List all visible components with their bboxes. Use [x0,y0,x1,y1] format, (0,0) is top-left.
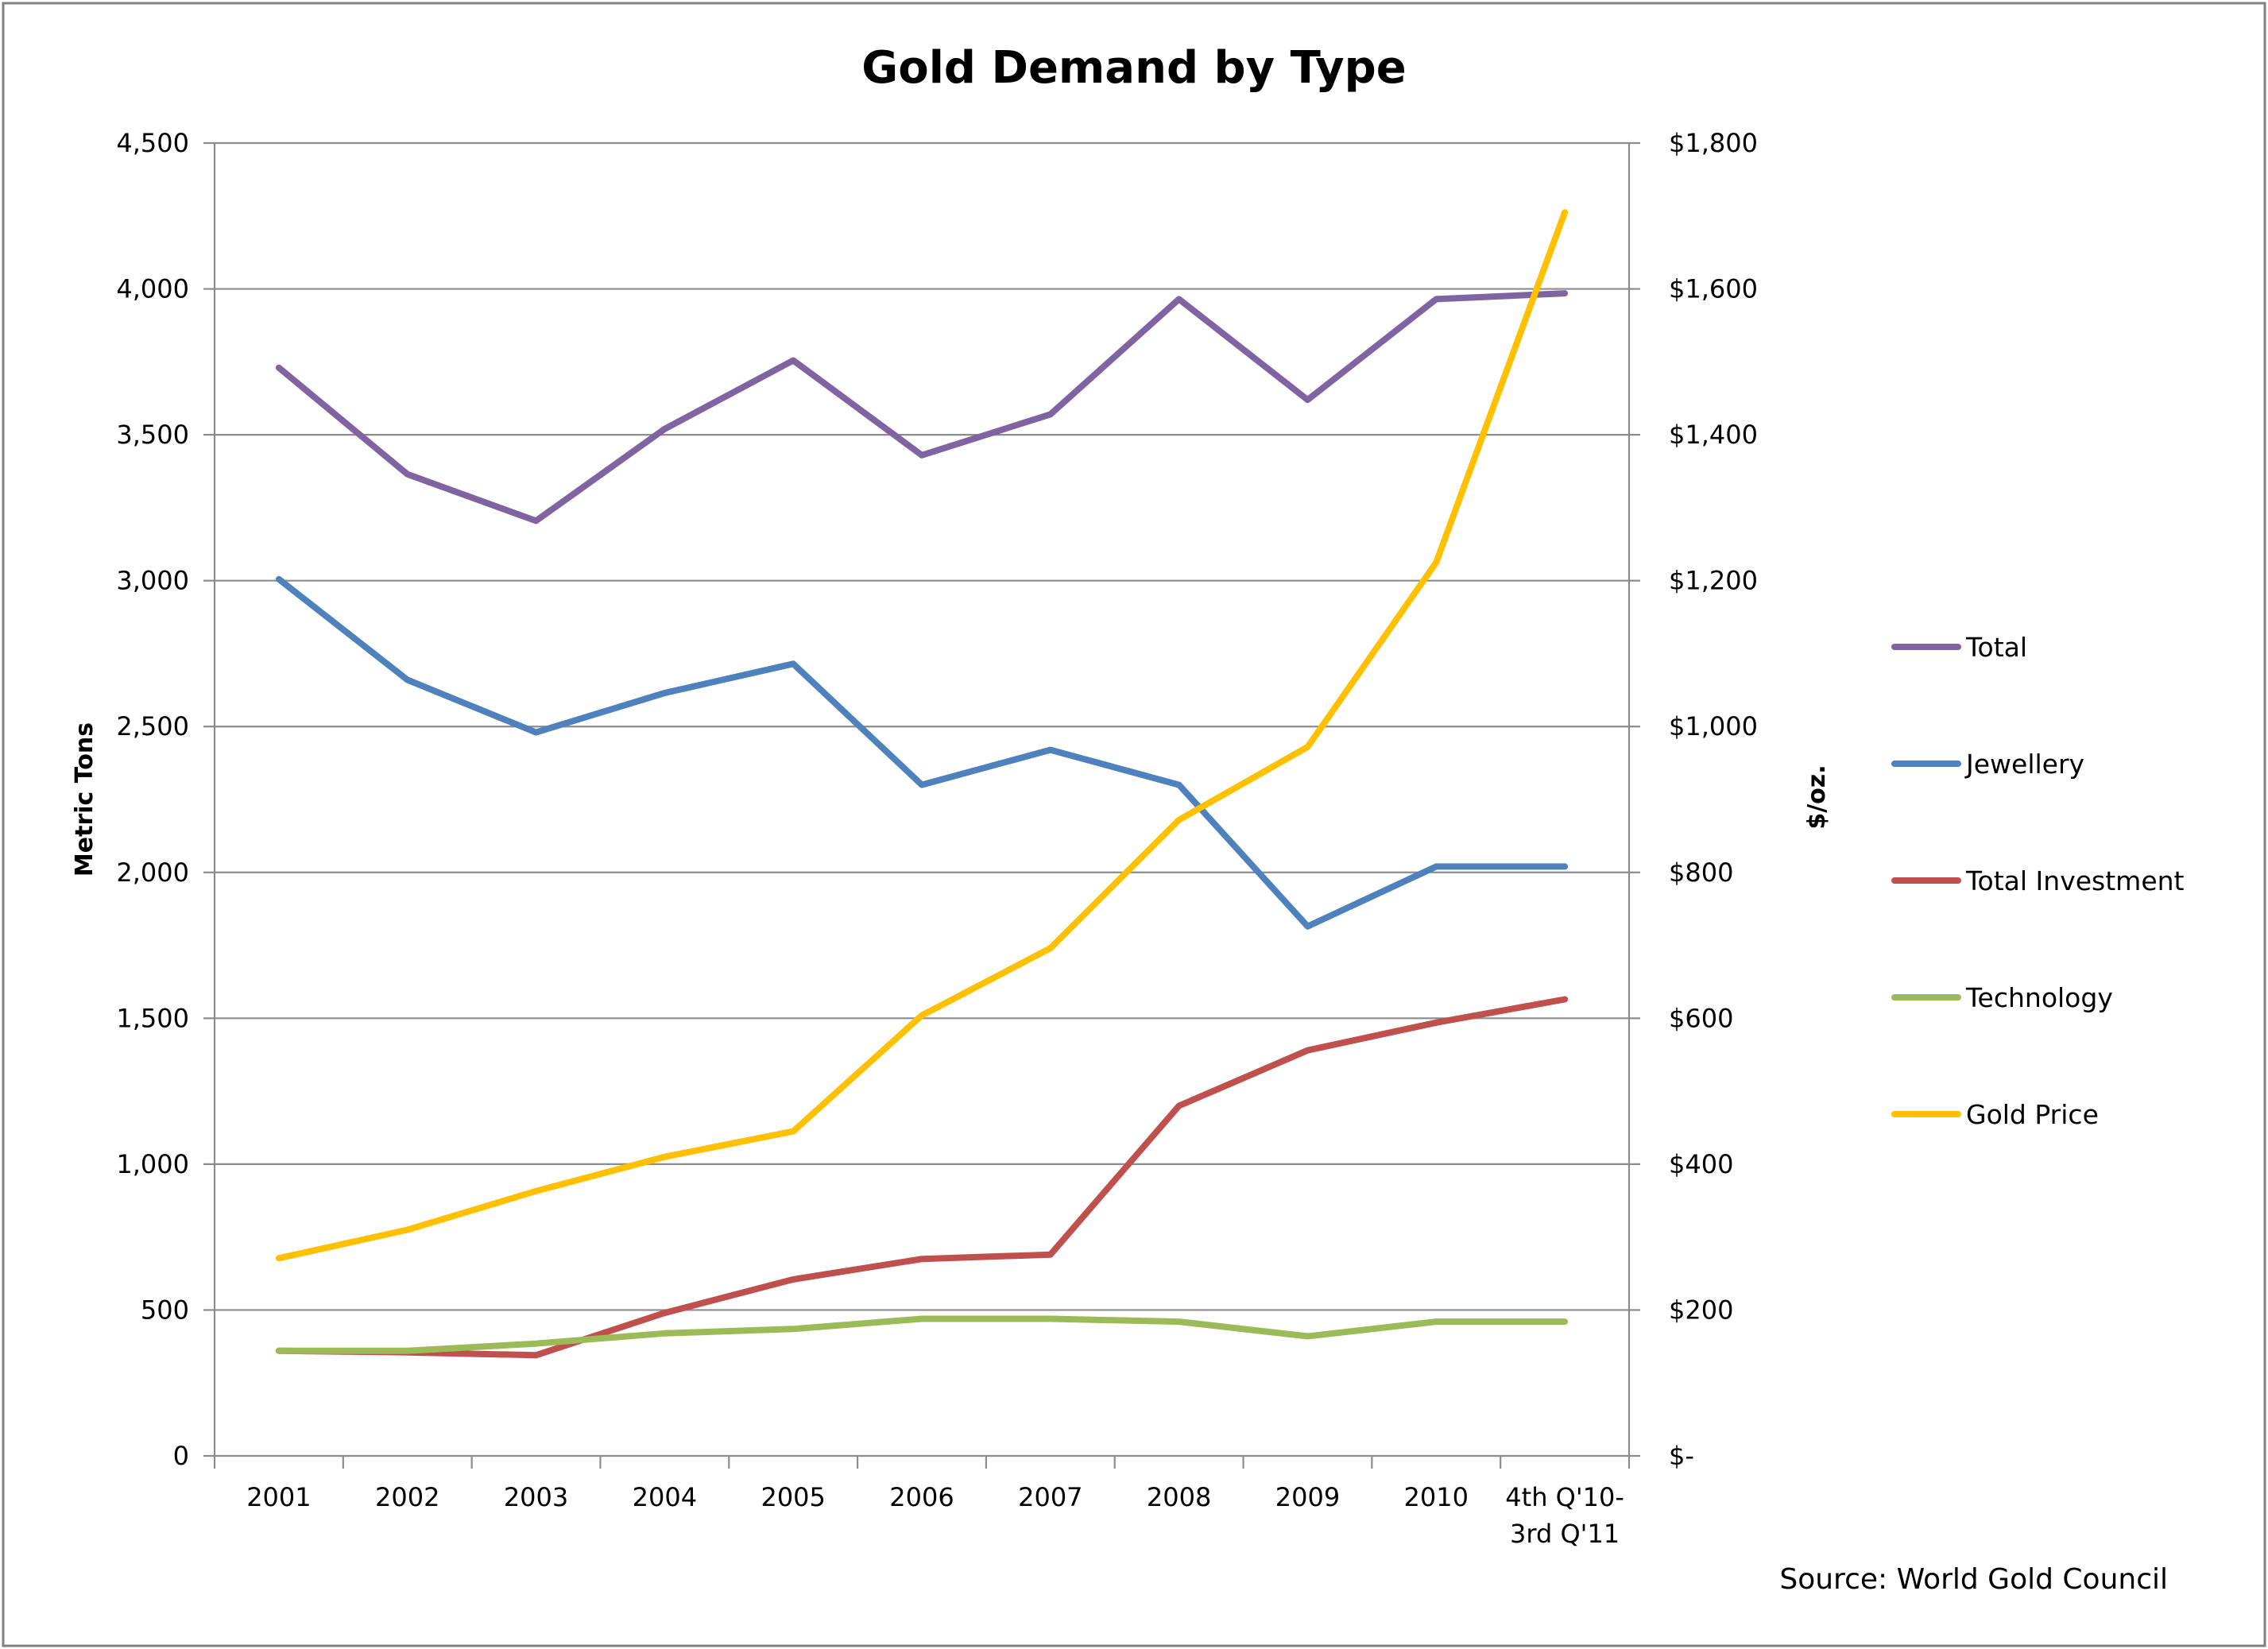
chart-title: Gold Demand by Type [861,42,1406,94]
series-line-total [275,290,1569,525]
y-right-tick-label: $1,400 [1669,420,1758,450]
y-left-tick-label: 3,500 [116,420,189,450]
x-tick-label: 2004 [633,1482,697,1512]
x-tick-label: 2006 [889,1482,954,1512]
gridlines [215,141,1629,1311]
y-left-tick-label: 3,000 [116,566,189,596]
y-right-tick-label: $1,600 [1669,274,1758,304]
legend-label-gold-price: Gold Price [1966,1099,2099,1130]
legend-label-total: Total [1965,632,2027,663]
y-right-tick-label: $- [1669,1441,1694,1471]
y-left-tick-label: 1,500 [116,1003,189,1033]
y-right-tick-label: $600 [1669,1003,1733,1033]
y-left-tick-label: 4,500 [116,128,189,158]
y-left-tick-label: 2,500 [116,711,189,741]
x-tick-label: 2008 [1147,1482,1211,1512]
legend-label-total-investment: Total Investment [1965,865,2185,896]
y-left-tick-label: 1,000 [116,1149,189,1179]
axes: 0 500 1,000 1,500 2,000 2,500 3,000 3,500 4,000 4… [71,128,1831,1549]
x-tick-label: 2002 [375,1482,439,1512]
y-left-tick-label: 0 [173,1441,189,1471]
x-tick-label: 2001 [246,1482,311,1512]
series-line-gold-price [275,209,1569,1262]
series-line-technology [275,1315,1569,1354]
x-tick-label: 4th Q'10-3rd Q'11 [1505,1482,1624,1549]
y-right-tick-label: $200 [1669,1295,1733,1325]
x-tick-label: 2003 [504,1482,568,1512]
x-tick-label: 2009 [1275,1482,1340,1512]
x-tick-label: 2005 [761,1482,825,1512]
x-tick-label: 2010 [1404,1482,1469,1512]
series-line-jewellery [275,575,1569,930]
x-tick-label: 2007 [1018,1482,1082,1512]
series-lines [275,209,1569,1359]
y-right-tick-label: $400 [1669,1149,1733,1179]
y-left-tick-label: 2,000 [116,857,189,888]
y-right-tick-label: $1,000 [1669,711,1758,741]
y-right-tick-label: $1,800 [1669,128,1758,158]
y-right-tick-label: $1,200 [1669,566,1758,596]
y-left-tick-label: 4,000 [116,274,189,304]
legend-label-jewellery: Jewellery [1964,749,2084,780]
y-right-tick-label: $800 [1669,857,1733,888]
legend: Total Jewellery Total Investment Technology… [1891,632,2185,1130]
series-line-total-investment [275,996,1569,1359]
y-right-axis-title: $/oz. [1803,765,1831,829]
y-left-axis-title: Metric Tons [71,722,99,877]
source-annotation: Source: World Gold Council [1779,1563,2168,1596]
legend-label-technology: Technology [1965,982,2113,1013]
y-left-tick-label: 500 [141,1295,189,1325]
